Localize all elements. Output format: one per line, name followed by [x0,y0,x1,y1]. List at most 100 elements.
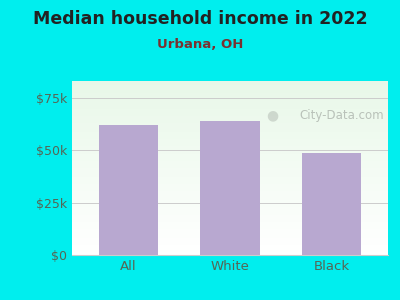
Bar [72,128,388,130]
Bar [72,190,388,192]
Bar [72,213,388,215]
Text: Urbana, OH: Urbana, OH [157,38,243,50]
Bar [98,125,158,255]
Bar [72,98,388,100]
Bar [72,244,388,246]
Bar [72,107,388,109]
Bar [72,203,388,205]
Bar [72,246,388,248]
Bar [72,144,388,146]
Bar [72,253,388,255]
Bar [72,102,388,104]
Bar [72,192,388,194]
Bar [72,118,388,119]
Bar [72,123,388,124]
Bar [72,175,388,177]
Bar [72,156,388,158]
Bar [72,163,388,164]
Bar [72,161,388,163]
Bar [72,196,388,198]
Bar [72,124,388,126]
Bar [72,109,388,111]
Bar [72,138,388,140]
Bar [72,97,388,98]
Bar [72,210,388,212]
Bar [72,229,388,231]
Bar [72,189,388,190]
Bar [72,166,388,168]
Bar [72,205,388,206]
Bar [72,151,388,152]
Bar [72,225,388,227]
Bar [72,185,388,187]
Bar [72,142,388,144]
Bar [72,231,388,233]
Bar [72,170,388,172]
Bar [72,100,388,102]
Bar [72,140,388,142]
Bar [72,86,388,88]
Bar [72,212,388,213]
Bar [72,198,388,199]
Bar [72,133,388,135]
Bar [72,114,388,116]
Bar [72,238,388,239]
Bar [72,215,388,217]
Bar [72,178,388,180]
Bar [72,131,388,133]
Bar [72,146,388,147]
Bar [72,194,388,196]
Bar [72,103,388,105]
Bar [72,130,388,131]
Bar [72,217,388,218]
Bar [72,236,388,238]
Bar [72,177,388,178]
Bar [72,81,388,83]
Text: Median household income in 2022: Median household income in 2022 [33,11,367,28]
Bar [72,222,388,224]
Bar [72,220,388,222]
Bar [72,184,388,185]
Bar [72,112,388,114]
Bar [72,218,388,220]
Bar [72,149,388,151]
Bar [72,126,388,128]
Bar [72,92,388,93]
Bar [72,227,388,229]
Text: ●: ● [266,109,279,123]
Bar [72,180,388,182]
Bar [72,154,388,156]
Bar [72,85,388,86]
Bar [72,90,388,92]
Bar [72,201,388,203]
Bar [72,251,388,253]
Bar [72,168,388,170]
Bar [72,241,388,243]
Text: City-Data.com: City-Data.com [300,109,384,122]
Bar [72,206,388,208]
Bar [72,137,388,138]
Bar [72,232,388,234]
Bar [72,250,388,251]
Bar [72,119,388,121]
Bar [72,147,388,149]
Bar [72,95,388,97]
Bar [72,224,388,225]
Bar [72,182,388,184]
Bar [72,135,388,137]
Bar [72,164,388,166]
Bar [72,239,388,241]
Bar [72,248,388,250]
Bar [72,234,388,236]
Bar [72,116,388,118]
Bar [72,187,388,189]
Bar [72,172,388,173]
Bar [72,105,388,107]
Bar [72,173,388,175]
Bar [72,111,388,112]
Bar [72,88,388,90]
Bar [72,199,388,201]
Bar [72,208,388,210]
Bar [302,153,362,255]
Bar [72,121,388,123]
